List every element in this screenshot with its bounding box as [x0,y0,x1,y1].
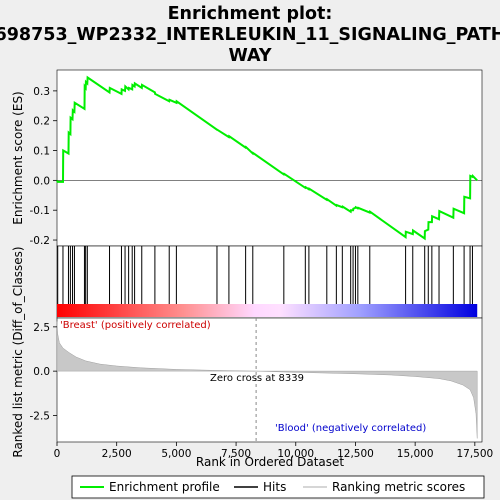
zero-cross-label: Zero cross at 8339 [210,373,304,384]
enrichment-profile-line [56,75,478,241]
x-tick-label: 10,000 [277,448,314,460]
es-y-tick-label: 0.0 [33,175,50,187]
x-tick-label: 5,000 [161,448,191,460]
es-y-tick-label: 0.3 [33,86,50,98]
es-y-tick-label: -0.1 [30,205,51,217]
negative-correlation-label: 'Blood' (negatively correlated) [275,423,426,434]
legend [71,475,485,499]
chart-title-line-2: 698753_WP2332_INTERLEUKIN_11_SIGNALING_P… [0,25,500,45]
chart-title-line-3: WAY [228,46,271,66]
x-tick-label: 0 [54,448,61,460]
positive-correlation-label: 'Breast' (positively correlated) [60,320,211,331]
x-tick-label: 2,500 [102,448,132,460]
x-tick-label: 7,500 [221,448,251,460]
metric-y-tick-label: 2.5 [33,322,50,334]
es-y-tick-label: 0.1 [33,146,50,158]
metric-panel [56,317,483,443]
x-tick-label: 12,500 [337,448,374,460]
metric-y-tick-label: -2.5 [30,410,51,422]
chart-title-line-1: Enrichment plot: [168,4,333,24]
es-panel [56,69,483,247]
es-y-axis: 0.3 0.2 0.1 0.0 -0.1 -0.2 [30,86,57,247]
legend-item-enrichment-profile: Enrichment profile [109,480,220,494]
metric-y-axis: 2.5 0.0 -2.5 [30,322,57,422]
es-y-axis-label: Enrichment score (ES) [11,91,25,224]
x-axis-label: Rank in Ordered Dataset [196,455,344,469]
legend-item-ranking-metric: Ranking metric scores [332,480,465,494]
rank-color-bar [57,304,478,317]
legend-item-hits: Hits [263,480,286,494]
x-tick-label: 17,500 [456,448,493,460]
metric-y-axis-label: Ranked list metric (Diff_of_Classes) [11,246,25,457]
x-tick-label: 15,000 [397,448,434,460]
x-axis: 0 2,500 5,000 7,500 10,000 12,500 15,000 17,500 [54,442,493,460]
es-y-tick-label: 0.2 [33,116,50,128]
es-y-tick-label: -0.2 [30,235,51,247]
hits-marks [57,246,473,304]
ranking-metric-area [56,321,478,439]
metric-y-tick-label: 0.0 [33,366,50,378]
